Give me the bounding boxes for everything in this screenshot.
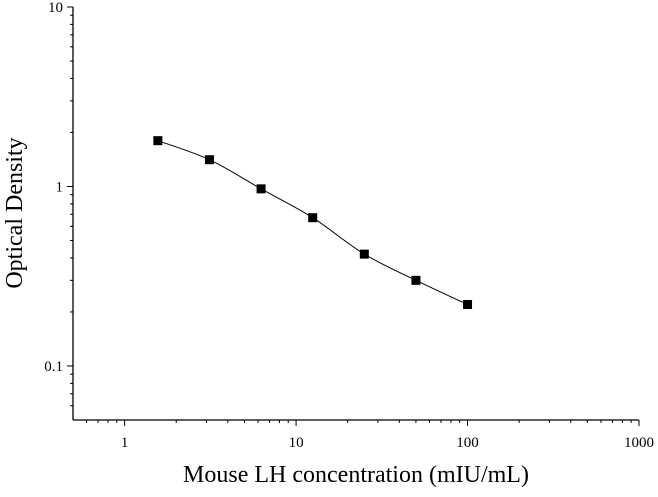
x-tick-label: 1 [121, 435, 129, 451]
point [153, 136, 163, 146]
y-tick-label: 0.1 [44, 359, 63, 375]
point [359, 249, 369, 259]
y-axis-label: Optical Density [2, 137, 28, 288]
y-tick-label: 1 [56, 179, 64, 195]
x-tick-label: 10 [289, 435, 304, 451]
point [411, 275, 421, 285]
x-tick-label: 100 [456, 435, 479, 451]
point [256, 184, 266, 194]
x-axis-label: Mouse LH concentration (mIU/mL) [183, 462, 529, 488]
point [204, 155, 214, 165]
x-tick-label: 1000 [624, 435, 654, 451]
fit-line [157, 140, 468, 305]
point [308, 213, 318, 223]
y-tick-label: 10 [48, 0, 63, 16]
point [463, 300, 473, 310]
